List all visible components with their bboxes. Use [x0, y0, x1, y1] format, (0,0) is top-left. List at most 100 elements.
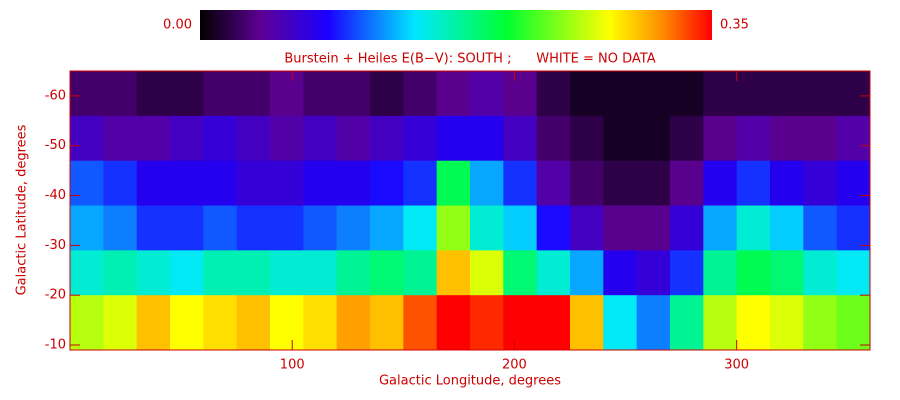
- heatmap-cell: [836, 160, 871, 207]
- heatmap-cell: [770, 250, 804, 296]
- heatmap-cell: [170, 71, 204, 117]
- heatmap-cell: [403, 295, 438, 351]
- heatmap-cell: [270, 295, 304, 351]
- heatmap-cell: [203, 205, 238, 251]
- heatmap: [70, 71, 871, 351]
- heatmap-cell: [736, 115, 771, 162]
- heatmap-cell: [336, 115, 371, 162]
- heatmap-cell: [70, 160, 104, 207]
- heatmap-cell: [470, 250, 504, 296]
- heatmap-cell: [236, 160, 271, 207]
- heatmap-cell: [436, 295, 471, 351]
- heatmap-cell: [770, 71, 804, 117]
- heatmap-cell: [570, 115, 604, 162]
- heatmap-cell: [470, 71, 504, 117]
- heatmap-cell: [836, 250, 871, 296]
- heatmap-cell: [370, 205, 404, 251]
- heatmap-cell: [236, 250, 271, 296]
- heatmap-cell: [603, 250, 638, 296]
- heatmap-cell: [136, 115, 171, 162]
- heatmap-cell: [670, 71, 704, 117]
- heatmap-cell: [536, 205, 571, 251]
- heatmap-cell: [270, 115, 304, 162]
- colorbar-tick-label: 0.35: [720, 18, 749, 33]
- heatmap-cell: [836, 71, 871, 117]
- heatmap-cell: [170, 295, 204, 351]
- heatmap-cell: [103, 160, 138, 207]
- y-tick-label: -20: [45, 288, 66, 303]
- heatmap-cell: [636, 295, 671, 351]
- x-axis-label: Galactic Longitude, degrees: [379, 374, 561, 389]
- heatmap-cell: [336, 160, 371, 207]
- heatmap-cell: [236, 71, 271, 117]
- heatmap-cell: [670, 295, 704, 351]
- heatmap-cell: [570, 205, 604, 251]
- heatmap-cell: [370, 295, 404, 351]
- heatmap-cell: [603, 71, 638, 117]
- y-tick-label: -30: [45, 238, 66, 253]
- y-axis-label: Galactic Latitude, degrees: [15, 124, 30, 295]
- heatmap-cell: [703, 250, 738, 296]
- heatmap-cell: [736, 205, 771, 251]
- heatmap-cell: [436, 71, 471, 117]
- heatmap-cell: [303, 115, 338, 162]
- heatmap-cell: [70, 295, 104, 351]
- heatmap-cell: [703, 115, 738, 162]
- heatmap-cell: [636, 250, 671, 296]
- heatmap-cell: [70, 71, 104, 117]
- heatmap-cell: [803, 250, 838, 296]
- heatmap-cell: [203, 71, 238, 117]
- heatmap-cell: [536, 160, 571, 207]
- heatmap-cell: [470, 160, 504, 207]
- colorbar: [200, 10, 712, 40]
- heatmap-cell: [536, 115, 571, 162]
- plot-frame: [69, 70, 871, 351]
- heatmap-cell: [403, 205, 438, 251]
- heatmap-cell: [403, 160, 438, 207]
- heatmap-cell: [536, 71, 571, 117]
- heatmap-cell: [403, 250, 438, 296]
- heatmap-cell: [636, 115, 671, 162]
- heatmap-cell: [570, 295, 604, 351]
- heatmap-cell: [270, 205, 304, 251]
- heatmap-cell: [136, 160, 171, 207]
- heatmap-cell: [170, 205, 204, 251]
- heatmap-cell: [603, 205, 638, 251]
- heatmap-cell: [836, 295, 871, 351]
- heatmap-cell: [370, 160, 404, 207]
- heatmap-cell: [836, 205, 871, 251]
- heatmap-cell: [103, 205, 138, 251]
- heatmap-cell: [570, 160, 604, 207]
- heatmap-cell: [70, 115, 104, 162]
- x-tick-label: 100: [280, 358, 305, 373]
- heatmap-cell: [303, 205, 338, 251]
- heatmap-cell: [703, 71, 738, 117]
- heatmap-cell: [70, 205, 104, 251]
- heatmap-cell: [436, 250, 471, 296]
- heatmap-cell: [236, 115, 271, 162]
- heatmap-cell: [336, 71, 371, 117]
- heatmap-cell: [103, 71, 138, 117]
- heatmap-cell: [170, 250, 204, 296]
- heatmap-cell: [303, 250, 338, 296]
- heatmap-cell: [803, 295, 838, 351]
- heatmap-cell: [803, 205, 838, 251]
- heatmap-cell: [470, 115, 504, 162]
- heatmap-cell: [503, 205, 538, 251]
- heatmap-cell: [303, 71, 338, 117]
- heatmap-cell: [470, 205, 504, 251]
- heatmap-cell: [236, 295, 271, 351]
- heatmap-cell: [136, 250, 171, 296]
- heatmap-cell: [670, 205, 704, 251]
- heatmap-cell: [170, 160, 204, 207]
- colorbar-tick-label: 0.00: [163, 18, 192, 33]
- heatmap-cell: [403, 71, 438, 117]
- heatmap-cell: [336, 205, 371, 251]
- heatmap-cell: [770, 115, 804, 162]
- heatmap-cell: [103, 295, 138, 351]
- heatmap-cell: [203, 250, 238, 296]
- y-tick-label: -60: [45, 88, 66, 103]
- heatmap-cell: [336, 250, 371, 296]
- x-tick-label: 200: [502, 358, 527, 373]
